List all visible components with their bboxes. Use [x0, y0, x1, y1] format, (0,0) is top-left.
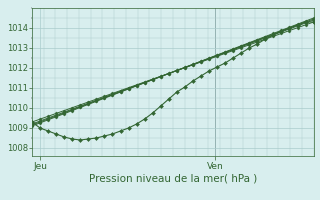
X-axis label: Pression niveau de la mer( hPa ): Pression niveau de la mer( hPa )	[89, 173, 257, 183]
